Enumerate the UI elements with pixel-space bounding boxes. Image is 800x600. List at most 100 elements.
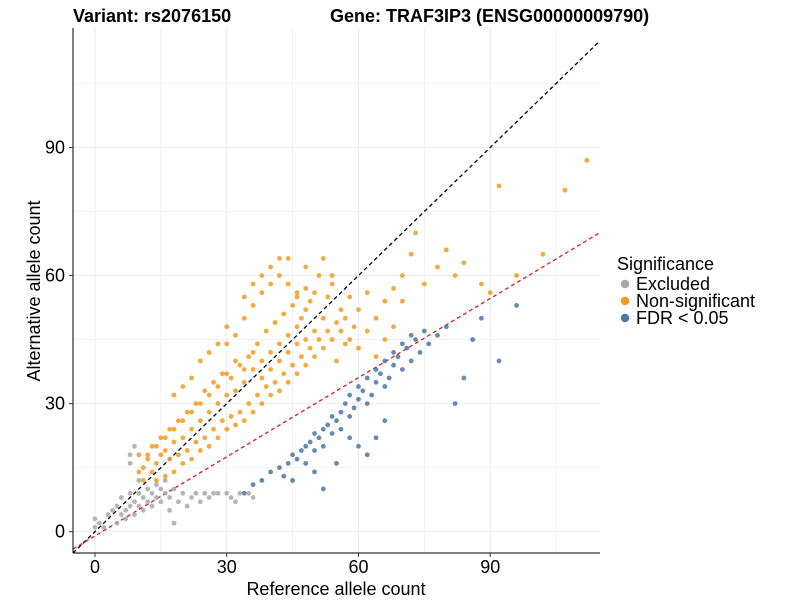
point-excluded [92, 524, 98, 530]
point-fdr-0-05 [391, 362, 396, 368]
point-excluded [114, 520, 120, 526]
point-non-significant [228, 375, 234, 381]
point-fdr-0-05 [285, 460, 291, 466]
point-fdr-0-05 [334, 418, 339, 424]
point-non-significant [307, 298, 313, 304]
point-excluded [136, 503, 142, 509]
point-fdr-0-05 [259, 478, 265, 483]
reference-line-identity [72, 40, 601, 554]
legend-label-fdr: FDR < 0.05 [636, 308, 729, 328]
point-fdr-0-05 [347, 435, 353, 441]
point-fdr-0-05 [281, 473, 287, 479]
point-excluded [167, 507, 173, 513]
point-non-significant [356, 307, 361, 313]
point-fdr-0-05 [452, 401, 458, 407]
point-non-significant [281, 371, 287, 377]
point-non-significant [158, 452, 164, 458]
point-fdr-0-05 [241, 490, 247, 496]
point-fdr-0-05 [364, 452, 370, 458]
point-non-significant [329, 281, 335, 287]
point-fdr-0-05 [470, 337, 476, 342]
x-tick-label: 0 [90, 557, 100, 577]
point-fdr-0-05 [351, 405, 357, 411]
point-fdr-0-05 [303, 443, 309, 449]
point-non-significant [140, 478, 146, 483]
point-non-significant [233, 358, 238, 364]
point-excluded [171, 520, 177, 526]
point-non-significant [259, 290, 265, 296]
point-excluded [127, 490, 133, 496]
point-non-significant [461, 260, 467, 266]
reference-line-fit [72, 232, 601, 550]
point-non-significant [285, 332, 291, 338]
point-non-significant [496, 183, 502, 189]
legend-swatch-excluded [620, 279, 630, 289]
point-fdr-0-05 [404, 345, 410, 351]
point-non-significant [250, 409, 256, 415]
x-tick-label: 90 [480, 557, 500, 577]
point-non-significant [145, 456, 151, 462]
point-fdr-0-05 [435, 332, 440, 338]
point-non-significant [263, 328, 269, 334]
point-excluded [136, 478, 142, 483]
point-non-significant [316, 337, 322, 342]
point-non-significant [154, 443, 159, 449]
axes [72, 28, 600, 554]
point-non-significant [259, 375, 265, 381]
point-excluded [162, 490, 168, 496]
point-non-significant [197, 401, 203, 407]
point-non-significant [562, 187, 568, 193]
point-non-significant [259, 273, 265, 278]
point-non-significant [408, 251, 414, 257]
point-non-significant [285, 256, 291, 261]
point-fdr-0-05 [382, 358, 388, 364]
point-non-significant [294, 371, 300, 377]
y-tick-label: 60 [45, 266, 65, 286]
point-fdr-0-05 [329, 431, 335, 436]
point-non-significant [452, 273, 458, 278]
point-fdr-0-05 [312, 448, 317, 453]
tick-labels: 0 30 60 90 0 30 60 90 [45, 138, 500, 577]
point-excluded [96, 520, 102, 526]
point-non-significant [180, 435, 186, 441]
point-fdr-0-05 [395, 354, 401, 360]
point-excluded [123, 507, 129, 513]
point-fdr-0-05 [408, 358, 414, 364]
point-non-significant [373, 315, 379, 321]
y-tick-label: 30 [45, 394, 65, 414]
point-non-significant [514, 273, 519, 278]
point-fdr-0-05 [325, 422, 331, 428]
point-non-significant [413, 230, 418, 236]
point-non-significant [285, 281, 291, 287]
point-fdr-0-05 [290, 452, 295, 458]
point-non-significant [176, 452, 181, 458]
point-fdr-0-05 [342, 401, 348, 407]
point-non-significant [382, 337, 388, 342]
point-fdr-0-05 [514, 303, 519, 308]
point-non-significant [206, 443, 212, 449]
point-non-significant [334, 320, 339, 325]
point-non-significant [391, 285, 396, 291]
point-excluded [228, 495, 234, 500]
point-non-significant [281, 311, 287, 317]
point-excluded [127, 460, 133, 466]
point-non-significant [224, 324, 230, 330]
point-fdr-0-05 [461, 375, 467, 381]
point-non-significant [237, 409, 243, 415]
point-non-significant [202, 388, 208, 394]
point-non-significant [298, 315, 304, 321]
point-non-significant [312, 328, 317, 334]
point-non-significant [237, 362, 243, 368]
point-excluded [149, 503, 155, 509]
point-excluded [110, 507, 115, 513]
point-fdr-0-05 [386, 375, 392, 381]
point-excluded [101, 524, 107, 530]
point-non-significant [329, 337, 335, 342]
chart-title-variant: Variant: rs2076150 [73, 6, 231, 26]
point-non-significant [364, 290, 370, 296]
point-non-significant [540, 251, 546, 257]
point-non-significant [136, 452, 142, 458]
point-non-significant [290, 362, 295, 368]
point-excluded [246, 490, 252, 496]
legend-title: Significance [617, 254, 714, 274]
